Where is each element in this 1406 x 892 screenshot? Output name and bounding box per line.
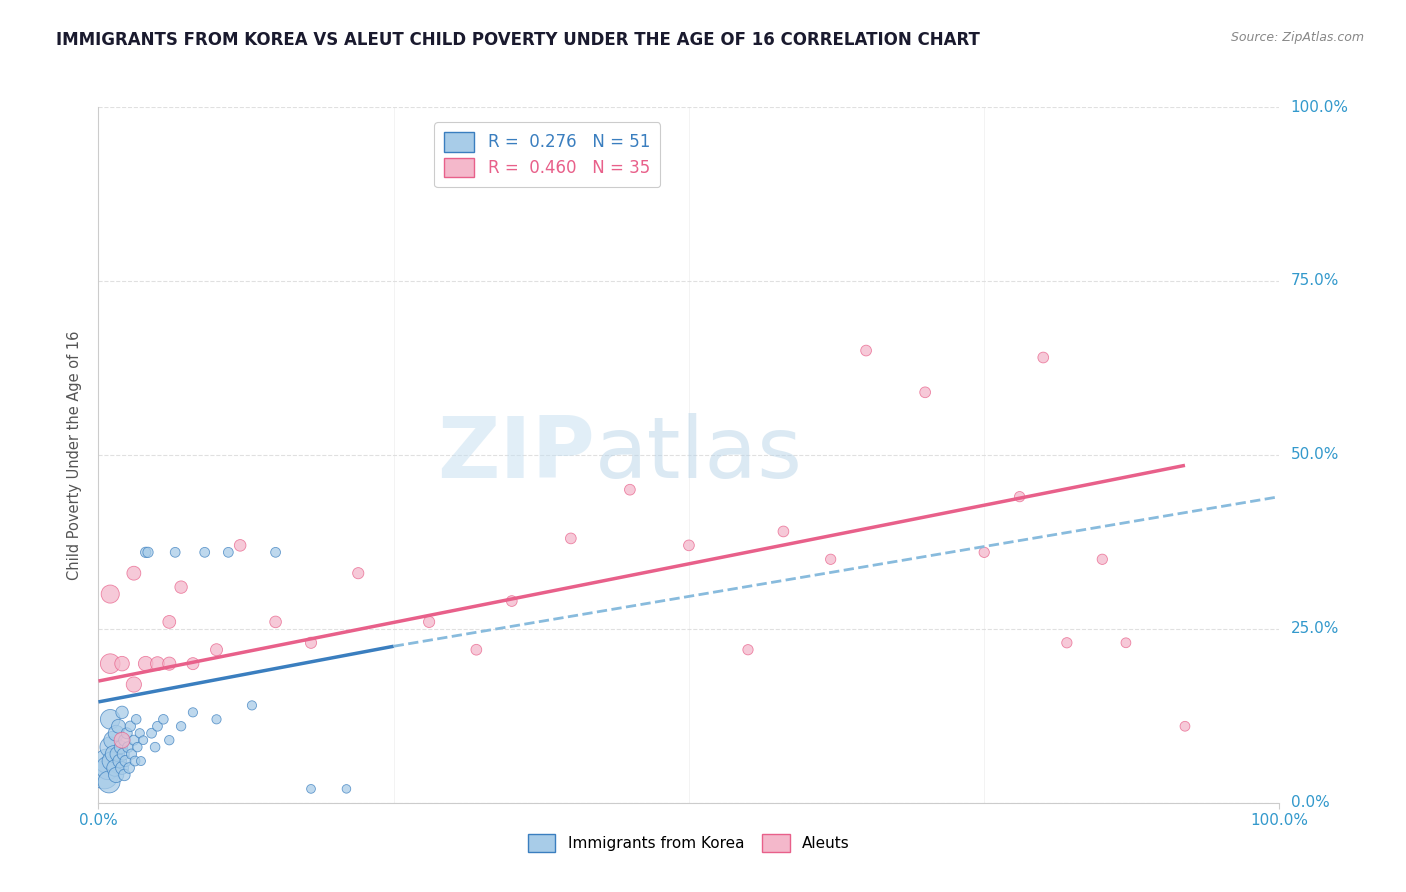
Point (122, 566, 145, 581)
Point (105, 747, 128, 761)
Point (100, 754, 122, 768)
Point (98, 657, 121, 671)
Point (264, 615, 287, 629)
Point (181, 657, 204, 671)
Point (560, 532, 582, 546)
Point (1032, 351, 1054, 365)
Point (170, 719, 193, 733)
Point (96, 754, 118, 768)
Point (121, 747, 143, 761)
Point (157, 615, 180, 629)
Point (820, 552, 842, 566)
Text: Source: ZipAtlas.com: Source: ZipAtlas.com (1230, 31, 1364, 45)
Point (737, 642, 759, 657)
Point (136, 545, 159, 559)
Point (122, 677, 145, 691)
Point (855, 343, 877, 358)
Point (135, 545, 157, 559)
Point (107, 719, 129, 733)
Point (299, 781, 322, 796)
Point (117, 740, 139, 755)
Point (1008, 490, 1031, 504)
Point (98, 587, 121, 601)
Point (114, 754, 136, 768)
Point (110, 740, 132, 755)
Point (619, 483, 641, 497)
Point (135, 657, 157, 671)
Point (170, 580, 193, 594)
Point (772, 524, 794, 539)
Point (98, 775, 121, 789)
Point (97, 761, 120, 775)
Text: IMMIGRANTS FROM KOREA VS ALEUT CHILD POVERTY UNDER THE AGE OF 16 CORRELATION CHA: IMMIGRANTS FROM KOREA VS ALEUT CHILD POV… (56, 31, 980, 49)
Point (101, 733, 124, 747)
Point (132, 733, 155, 747)
Point (111, 706, 134, 720)
Text: 75.0%: 75.0% (1291, 274, 1339, 288)
Text: 100.0%: 100.0% (1291, 100, 1348, 114)
Point (1115, 636, 1137, 650)
Point (98, 740, 121, 755)
Legend: Immigrants from Korea, Aleuts: Immigrants from Korea, Aleuts (522, 828, 856, 858)
Point (1174, 719, 1197, 733)
Point (108, 754, 131, 768)
Point (112, 768, 135, 782)
Point (501, 594, 523, 608)
Point (98, 712, 121, 726)
Point (973, 545, 995, 559)
Point (120, 719, 142, 733)
Text: 0.0%: 0.0% (1291, 796, 1329, 810)
Point (1056, 636, 1078, 650)
Point (118, 761, 141, 775)
Point (240, 698, 263, 713)
Point (111, 761, 134, 775)
Text: atlas: atlas (595, 413, 803, 497)
Text: 25.0%: 25.0% (1291, 622, 1339, 636)
Point (112, 747, 135, 761)
Point (157, 657, 180, 671)
Point (115, 726, 138, 740)
Point (111, 733, 134, 747)
Point (146, 657, 169, 671)
Point (152, 712, 174, 726)
Point (229, 538, 252, 552)
Point (125, 712, 148, 726)
Point (205, 712, 228, 726)
Point (205, 642, 228, 657)
Point (146, 719, 169, 733)
Point (217, 545, 239, 559)
Point (141, 726, 163, 740)
Point (1091, 552, 1114, 566)
Point (678, 538, 700, 552)
Point (418, 615, 440, 629)
Text: ZIP: ZIP (437, 413, 595, 497)
Point (104, 761, 127, 775)
Point (103, 747, 125, 761)
Point (105, 768, 128, 782)
Point (194, 545, 217, 559)
Point (129, 754, 152, 768)
Point (165, 545, 187, 559)
Point (124, 754, 146, 768)
Point (93, 768, 115, 782)
Point (181, 706, 204, 720)
Point (128, 726, 150, 740)
Point (112, 733, 135, 747)
Y-axis label: Child Poverty Under the Age of 16: Child Poverty Under the Age of 16 (67, 330, 83, 580)
Point (157, 733, 180, 747)
Point (335, 781, 357, 796)
Point (111, 657, 134, 671)
Text: 50.0%: 50.0% (1291, 448, 1339, 462)
Point (127, 740, 149, 755)
Point (465, 642, 488, 657)
Point (143, 740, 166, 755)
Point (264, 545, 287, 559)
Point (299, 636, 322, 650)
Point (914, 385, 936, 400)
Point (122, 733, 145, 747)
Point (347, 566, 370, 581)
Point (105, 726, 128, 740)
